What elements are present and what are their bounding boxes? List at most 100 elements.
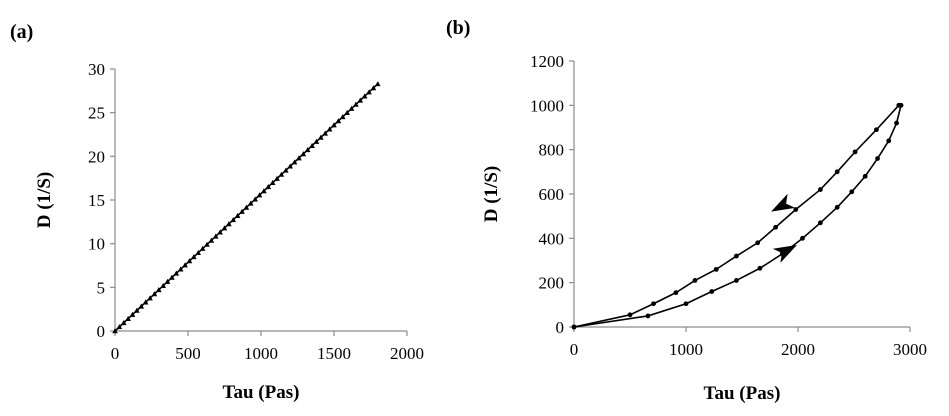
panel-b-series-line-down [573, 104, 900, 328]
panel-a-data-point [287, 163, 293, 169]
panel-a-data-point [256, 192, 263, 198]
panel-a-data-point [243, 204, 250, 210]
panel-a-y-tick-label: 25 [88, 104, 105, 123]
panel-a-y-tick-label: 0 [97, 322, 106, 341]
panel-a-y-axis-title: D (1/S) [34, 172, 55, 228]
panel-a-data-point [304, 146, 311, 153]
panel-a-y-tick-label: 5 [97, 278, 106, 297]
panel-a-data-point [344, 109, 350, 116]
panel-a-data-point [331, 122, 337, 128]
panel-a-data-point [226, 221, 232, 227]
panel-a-data-point [269, 179, 276, 186]
panel-a-data-point [357, 97, 364, 103]
panel-a-data-point [326, 126, 333, 132]
panel-b-data-point [757, 265, 763, 271]
panel-b-data-point [874, 127, 879, 133]
panel-b-label: (b) [446, 17, 470, 39]
panel-b-x-tick-label: 3000 [893, 340, 927, 359]
panel-a-data-point [120, 319, 127, 326]
panel-a-data-point [186, 258, 193, 264]
panel-a-x-tick-label: 500 [175, 344, 201, 363]
panel-a-data-point [335, 118, 342, 124]
panel-b-data-point [651, 301, 656, 307]
panel-a-y-tick-label: 15 [88, 191, 105, 210]
panel-b-x-axis-title: Tau (Pas) [704, 383, 781, 404]
panel-a-data-point [296, 155, 302, 161]
panel-a-data-point [204, 241, 210, 247]
panel-a-y-tick-label: 20 [88, 147, 105, 166]
panel-b-data-point [896, 102, 902, 108]
panel-b: (b) 0 1000 2000 3000 0 200 400 600 800 1000 1200 T… [446, 17, 927, 404]
panel-a-data-point [208, 237, 215, 243]
panel-b-data-point [645, 313, 651, 319]
panel-b-series [571, 102, 904, 330]
panel-a-y-tick-label: 30 [88, 60, 105, 79]
panel-a-x-tick-label: 2000 [390, 344, 424, 363]
panel-a-data-point [199, 245, 206, 251]
panel-a-y-tick-label: 10 [88, 235, 105, 254]
panel-b-data-point [875, 156, 880, 161]
panel-b-data-point [834, 169, 840, 175]
panel-b-y-tick-label: 800 [539, 141, 565, 160]
panel-a-data-point [173, 270, 180, 276]
panel-b-x-tick-label: 0 [570, 340, 579, 359]
panel-a-data-point [252, 196, 258, 202]
panel-b-data-point [852, 149, 858, 155]
panel-a-data-point [151, 291, 158, 297]
panel-b-data-point [793, 207, 799, 212]
panel-a-x-tick-label: 0 [111, 344, 120, 363]
panel-a-data-point [375, 81, 381, 87]
panel-a-data-point [212, 233, 219, 239]
panel-b-arrow-up-icon [772, 245, 797, 263]
panel-a-data-point [261, 188, 267, 194]
panel-a-data-point [313, 138, 320, 144]
panel-a-data-point [217, 229, 223, 235]
panel-a-data-point [234, 212, 241, 218]
panel-b-data-point [755, 240, 761, 246]
panel-a-x-axis-title: Tau (Pas) [223, 382, 300, 403]
panel-a-data-point [370, 85, 377, 91]
panel-a-data-point [147, 295, 153, 301]
panel-a-data-point [265, 184, 272, 190]
panel-b-x-tick-label: 2000 [781, 340, 815, 359]
panel-a-x-tick-label: 1500 [317, 344, 351, 363]
panel-b-data-point [849, 189, 855, 195]
panel-a-data-point [278, 171, 285, 177]
panel-a-data-point [129, 311, 136, 317]
panel-a-data-point [300, 151, 307, 157]
panel-a-data-point [164, 278, 171, 284]
panel-a-ticks: 0 500 1000 1500 2000 0 5 10 15 20 25 30 [88, 60, 424, 363]
panel-a-data-point [116, 324, 123, 330]
panel-a-data-point [353, 101, 359, 107]
panel-b-data-point [673, 290, 679, 296]
panel-a-data-point [339, 114, 346, 120]
panel-b-data-point [683, 301, 689, 307]
panel-b-data-point [894, 120, 899, 126]
panel-a-data-point [291, 159, 298, 165]
panel-a-data-point [247, 200, 254, 206]
panel-b-y-tick-label: 1200 [530, 52, 564, 71]
panel-b-data-point [818, 187, 823, 192]
panel-b-arrows [771, 193, 797, 263]
panel-b-data-point [713, 266, 719, 272]
panel-b-y-tick-label: 0 [556, 318, 565, 337]
panel-b-data-point [800, 235, 805, 241]
panel-a-data-point [134, 307, 140, 313]
panel-b-y-tick-label: 600 [539, 185, 565, 204]
panel-b-data-point [818, 220, 823, 226]
panel-a-series [112, 81, 381, 334]
panel-a-data-point [283, 167, 289, 173]
panel-a-x-tick-label: 1000 [244, 344, 278, 363]
panel-b-data-point [627, 312, 633, 318]
panel-a-data-point [182, 262, 188, 268]
panel-a-data-point [361, 93, 368, 99]
panel-a-data-point [309, 142, 315, 148]
panel-a-data-point [322, 130, 329, 136]
panel-a-data-point [138, 303, 145, 309]
panel-b-data-point [862, 173, 868, 179]
panel-a-data-point [191, 254, 197, 260]
panel-a-label: (a) [10, 21, 33, 43]
panel-b-data-point [773, 224, 778, 230]
panel-a: (a) 0 500 1000 1500 2000 0 5 10 15 20 25 30 Tau (Pa… [10, 21, 424, 403]
panel-a-data-point [177, 266, 184, 272]
